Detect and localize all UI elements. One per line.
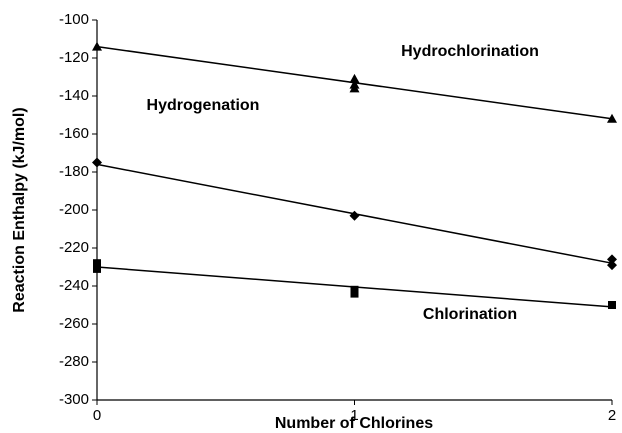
y-tick-label: -200 [59, 201, 89, 218]
y-tick-label: -220 [59, 239, 89, 256]
marker [350, 289, 359, 298]
marker [607, 113, 617, 123]
marker [92, 157, 102, 168]
y-tick-label: -120 [59, 49, 89, 66]
y-tick-label: -160 [59, 125, 89, 142]
y-tick-label: -100 [59, 11, 89, 28]
y-tick-label: -240 [59, 277, 89, 294]
x-tick-label: 2 [608, 407, 616, 424]
marker [607, 254, 617, 265]
y-tick-label: -280 [59, 353, 89, 370]
y-tick-label: -140 [59, 87, 89, 104]
y-tick-label: -300 [59, 391, 89, 408]
marker [349, 73, 360, 83]
series-annotation: Hydrochlorination [401, 43, 539, 60]
x-tick-label: 1 [350, 407, 358, 424]
marker [93, 264, 101, 273]
series-annotation: Hydrogenation [147, 97, 260, 114]
marker [349, 210, 360, 221]
marker [92, 41, 102, 51]
marker [607, 260, 617, 271]
series-annotation: Chlorination [423, 306, 517, 323]
marker [608, 301, 616, 309]
x-tick-label: 0 [93, 407, 101, 424]
marker [349, 83, 360, 93]
x-axis-title: Number of Chlorines [275, 415, 433, 432]
y-axis-title: Reaction Enthalpy (kJ/mol) [11, 107, 28, 312]
y-tick-label: -180 [59, 163, 89, 180]
y-tick-label: -260 [59, 315, 89, 332]
